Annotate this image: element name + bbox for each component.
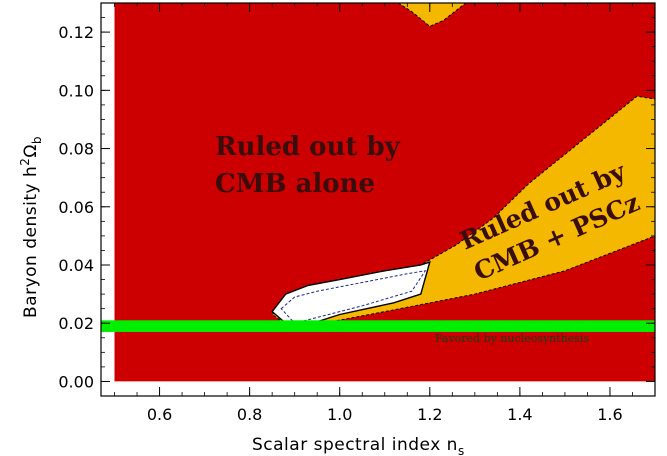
- axes: 0.6 0.8 1.0 1.2 1.4 1.6 0.00 0.02 0.04 0.06 0.08 0.…: [58, 2, 656, 424]
- x-tick-label: 1.2: [417, 405, 442, 424]
- nucleosynthesis-band: [101, 320, 655, 332]
- y-tick-label: 0.12: [58, 23, 94, 42]
- inner-dashed-contour: [280, 270, 427, 324]
- y-tick-label: 0.08: [58, 140, 94, 159]
- x-tick-label: 1.0: [327, 405, 352, 424]
- cmb-region-label-line2: CMB alone: [215, 169, 375, 199]
- nucleosynthesis-band-label: Favored by nucleosynthesis: [435, 332, 589, 345]
- y-tick-label: 0.04: [58, 256, 94, 275]
- x-tick-label: 0.8: [237, 405, 262, 424]
- region-1: [271, 95, 655, 330]
- axis-titles: Scalar spectral index ns Baryon density …: [18, 136, 465, 456]
- y-axis-title: Baryon density h2Ωb: [18, 136, 44, 318]
- x-tick-label: 0.6: [147, 405, 172, 424]
- cmb-region-label-line1: Ruled out by: [215, 132, 401, 162]
- x-tick-label: 1.4: [507, 405, 532, 424]
- region-2: [397, 3, 467, 27]
- y-tick-label: 0.06: [58, 198, 94, 217]
- plot-area: [101, 3, 655, 382]
- x-axis-title: Scalar spectral index ns: [252, 435, 465, 456]
- region-0: [114, 3, 655, 382]
- y-tick-label: 0.02: [58, 314, 94, 333]
- y-tick-label: 0.00: [58, 372, 94, 391]
- y-tick-label: 0.10: [58, 81, 94, 100]
- x-tick-label: 1.6: [597, 405, 622, 424]
- plot-frame: [100, 2, 656, 397]
